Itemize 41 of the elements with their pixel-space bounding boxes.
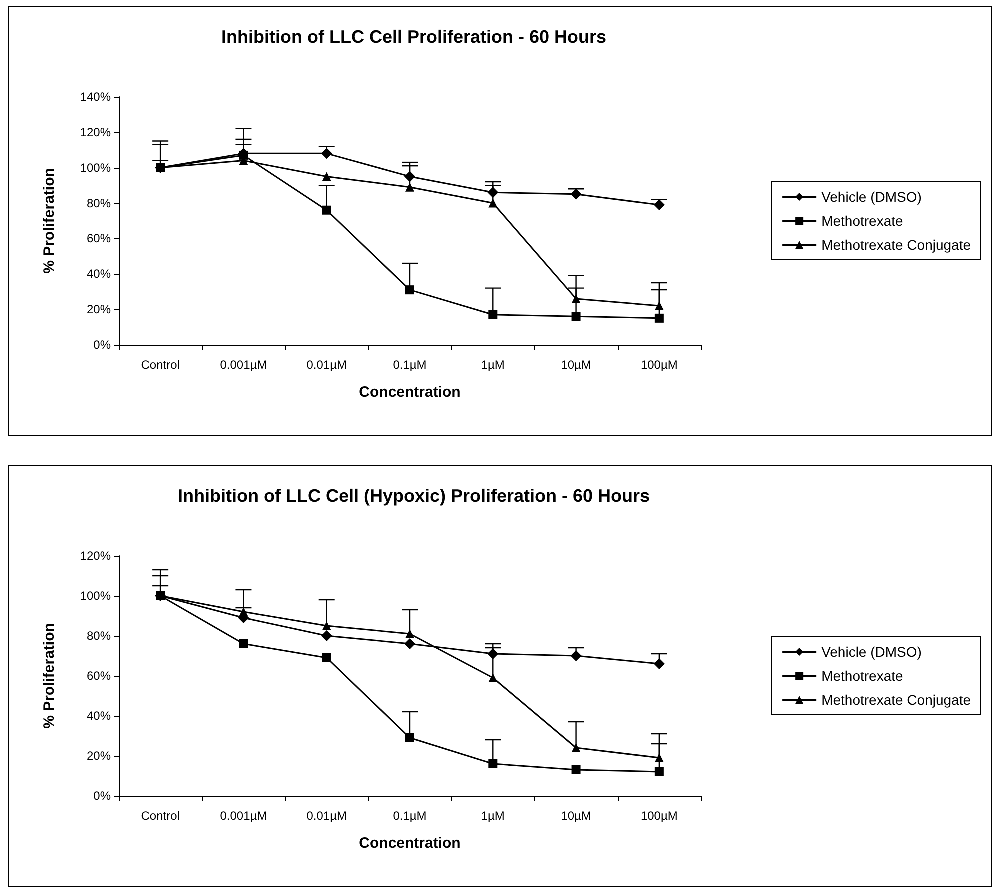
x-tick-label: 0.01µM [306, 358, 347, 372]
x-tick-label: Control [141, 358, 180, 372]
y-tick-label: 40% [86, 267, 112, 282]
x-tick-label: 0.01µM [306, 809, 347, 823]
x-tick-label: 10µM [561, 358, 592, 372]
y-tick-label: 20% [86, 302, 112, 317]
x-tick-label: 0.001µM [220, 358, 268, 372]
y-tick-label: 0% [94, 338, 112, 352]
y-axis-title: % Proliferation [41, 623, 58, 729]
y-tick-label: 0% [94, 789, 112, 803]
x-tick-label: 0.001µM [220, 809, 268, 823]
y-tick-label: 80% [86, 196, 112, 210]
x-tick-label: Control [141, 809, 180, 823]
y-tick-label: 140% [80, 90, 112, 104]
y-tick-label: 100% [80, 160, 112, 175]
x-tick-label: 0.1µM [393, 809, 427, 823]
x-tick-label: 10µM [561, 809, 592, 823]
y-tick-label: 120% [80, 549, 112, 563]
chart-title: Inhibition of LLC Cell Proliferation - 60 Hours [221, 27, 607, 47]
x-tick-label: 1µM [481, 809, 505, 823]
y-tick-label: 80% [86, 629, 112, 643]
legend-label: Methotrexate Conjugate [822, 692, 972, 708]
legend-label: Methotrexate [822, 213, 904, 229]
y-tick-label: 20% [86, 749, 112, 763]
y-tick-label: 40% [86, 709, 112, 723]
x-tick-label: 100µM [640, 809, 678, 823]
legend-label: Vehicle (DMSO) [822, 189, 922, 205]
legend-label: Methotrexate Conjugate [822, 237, 972, 253]
x-tick-label: 100µM [640, 358, 678, 372]
legend-label: Vehicle (DMSO) [822, 644, 922, 660]
x-axis-title: Concentration [359, 384, 461, 401]
x-axis-title: Concentration [359, 835, 461, 852]
y-tick-label: 60% [86, 232, 112, 246]
legend-label: Methotrexate [822, 668, 904, 684]
y-tick-label: 60% [86, 669, 112, 683]
y-tick-label: 120% [80, 125, 112, 140]
y-tick-label: 100% [80, 589, 112, 603]
chart-title: Inhibition of LLC Cell (Hypoxic) Proliferation - 60 Hours [178, 486, 650, 506]
y-axis-title: % Proliferation [41, 168, 58, 274]
x-tick-label: 1µM [481, 358, 505, 372]
x-tick-label: 0.1µM [393, 358, 427, 372]
